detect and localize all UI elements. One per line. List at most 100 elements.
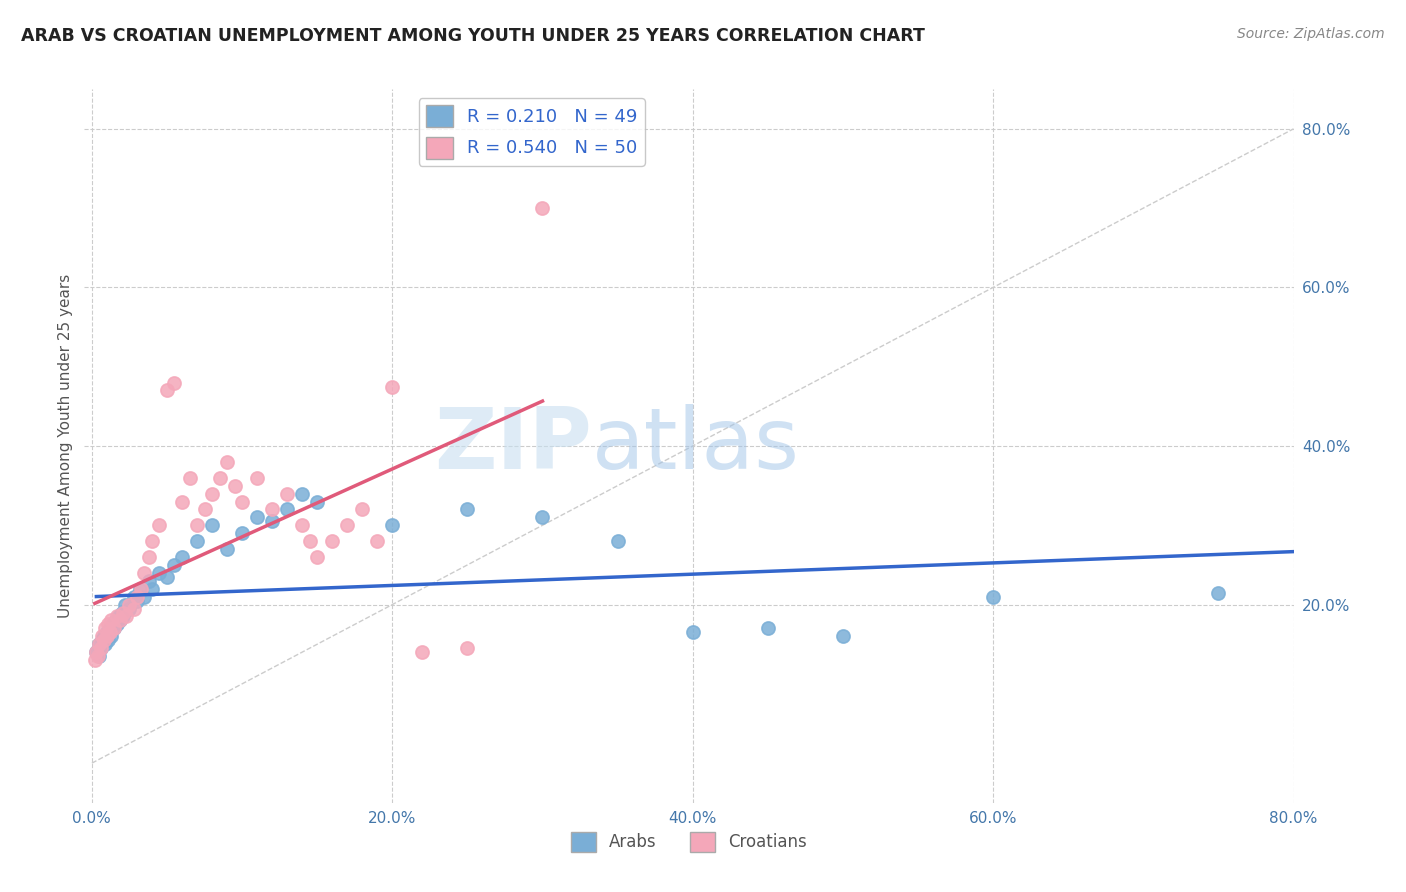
Point <box>193 502 215 516</box>
Point <box>86 645 108 659</box>
Point <box>231 494 253 508</box>
Text: Source: ZipAtlas.com: Source: ZipAtlas.com <box>1237 27 1385 41</box>
Point <box>141 534 163 549</box>
Point <box>125 590 148 604</box>
Point <box>141 582 163 596</box>
Point <box>118 598 141 612</box>
Point <box>215 455 238 469</box>
Point <box>104 614 127 628</box>
Point <box>118 601 141 615</box>
Point <box>107 609 129 624</box>
Point <box>336 518 359 533</box>
Point <box>186 518 208 533</box>
Point <box>456 641 478 656</box>
Point <box>531 510 554 524</box>
Point <box>98 621 121 635</box>
Point <box>94 621 117 635</box>
Y-axis label: Unemployment Among Youth under 25 years: Unemployment Among Youth under 25 years <box>58 274 73 618</box>
Point <box>156 570 179 584</box>
Point <box>186 534 208 549</box>
Point <box>366 534 388 549</box>
Point <box>262 514 284 528</box>
Point <box>96 629 118 643</box>
Point <box>114 598 136 612</box>
Point <box>156 384 179 398</box>
Point <box>134 590 156 604</box>
Point <box>112 606 135 620</box>
Point <box>125 593 148 607</box>
Point <box>115 609 138 624</box>
Point <box>129 582 152 596</box>
Point <box>97 633 120 648</box>
Point <box>298 534 321 549</box>
Point <box>276 502 298 516</box>
Text: atlas: atlas <box>592 404 800 488</box>
Point <box>381 379 404 393</box>
Point <box>163 558 186 572</box>
Point <box>981 590 1004 604</box>
Point <box>94 637 117 651</box>
Point <box>91 629 114 643</box>
Point <box>307 494 329 508</box>
Point <box>224 478 246 492</box>
Point <box>321 534 343 549</box>
Point <box>291 518 314 533</box>
Point <box>98 625 121 640</box>
Point <box>93 633 115 648</box>
Point <box>148 566 170 580</box>
Point <box>90 641 112 656</box>
Point <box>201 518 224 533</box>
Point <box>107 617 129 632</box>
Point <box>215 542 238 557</box>
Point <box>86 645 108 659</box>
Point <box>138 549 160 564</box>
Point <box>122 590 145 604</box>
Point <box>1208 585 1230 599</box>
Point <box>276 486 298 500</box>
Point <box>179 471 201 485</box>
Point <box>231 526 253 541</box>
Point <box>87 649 110 664</box>
Point <box>97 617 120 632</box>
Point <box>103 621 125 635</box>
Point <box>170 549 193 564</box>
Point <box>100 629 122 643</box>
Point <box>108 609 131 624</box>
Legend: Arabs, Croatians: Arabs, Croatians <box>564 825 814 859</box>
Point <box>381 518 404 533</box>
Point <box>756 621 779 635</box>
Point <box>456 502 478 516</box>
Point <box>138 574 160 588</box>
Point <box>101 617 124 632</box>
Point <box>122 601 145 615</box>
Point <box>201 486 224 500</box>
Point <box>682 625 704 640</box>
Point <box>91 633 114 648</box>
Point <box>134 566 156 580</box>
Point <box>100 614 122 628</box>
Text: ARAB VS CROATIAN UNEMPLOYMENT AMONG YOUTH UNDER 25 YEARS CORRELATION CHART: ARAB VS CROATIAN UNEMPLOYMENT AMONG YOUT… <box>21 27 925 45</box>
Point <box>606 534 628 549</box>
Point <box>832 629 855 643</box>
Point <box>411 645 433 659</box>
Point <box>531 201 554 215</box>
Point <box>93 629 115 643</box>
Point <box>89 637 111 651</box>
Point <box>112 609 135 624</box>
Point <box>111 606 134 620</box>
Point <box>163 376 186 390</box>
Point <box>208 471 231 485</box>
Point <box>291 486 314 500</box>
Point <box>110 614 132 628</box>
Point <box>110 614 132 628</box>
Point <box>83 653 105 667</box>
Point <box>307 549 329 564</box>
Point <box>89 637 111 651</box>
Text: ZIP: ZIP <box>434 404 592 488</box>
Point <box>89 649 111 664</box>
Point <box>131 582 153 596</box>
Point <box>96 625 118 640</box>
Point <box>262 502 284 516</box>
Point <box>246 510 269 524</box>
Point <box>90 641 112 656</box>
